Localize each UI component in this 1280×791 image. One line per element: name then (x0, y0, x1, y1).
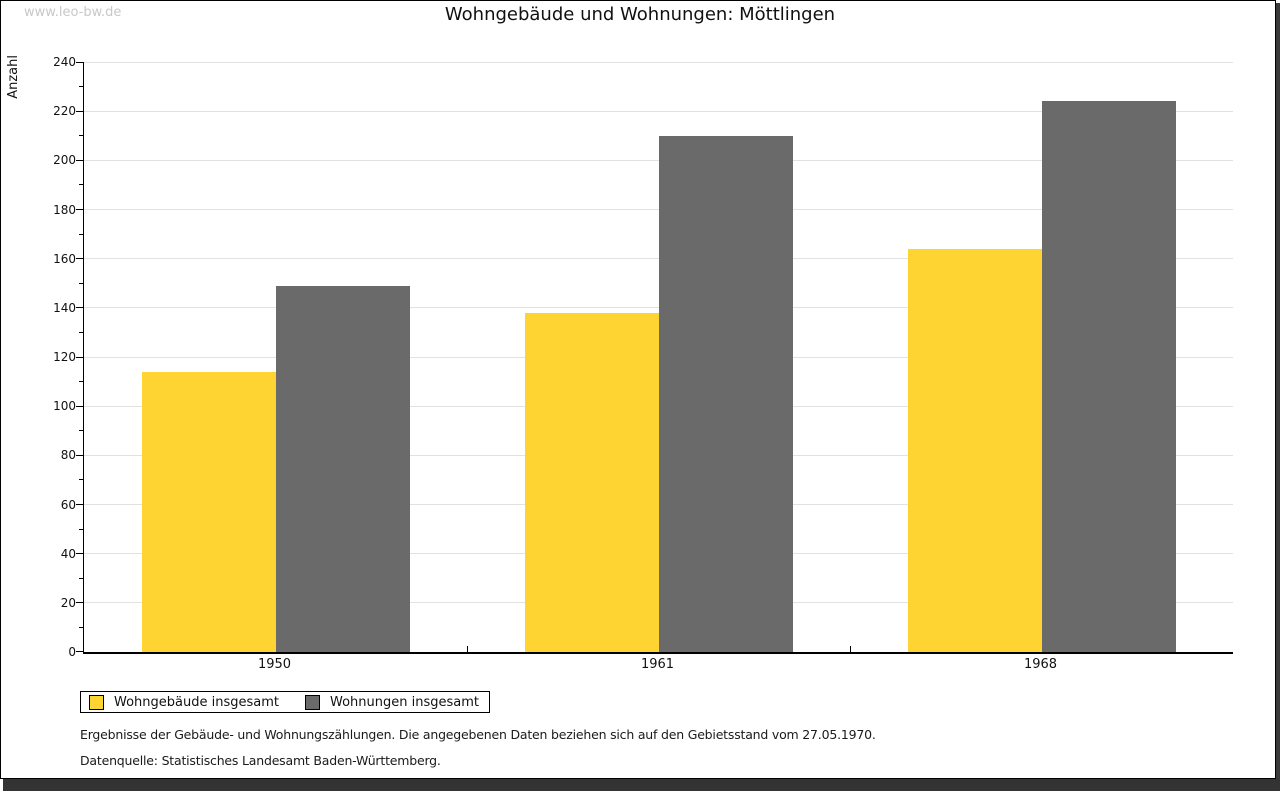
y-tick-20 (76, 602, 83, 604)
y-tick-label-140: 140 (53, 300, 76, 315)
legend-label: Wohnungen insgesamt (330, 694, 479, 710)
legend-item-wohngebaeude: Wohngebäude insgesamt (89, 694, 279, 710)
y-tick-180 (76, 209, 83, 210)
x-boundary-tick-1 (467, 646, 468, 652)
footnote-data-source: Datenquelle: Statistisches Landesamt Bad… (80, 753, 441, 768)
y-minor-tick-230 (79, 86, 83, 88)
y-tick-label-80: 80 (60, 448, 76, 463)
plot-area (76, 61, 1233, 654)
y-minor-tick-130 (79, 331, 83, 333)
y-tick-label-220: 220 (53, 104, 76, 119)
legend-swatch-gray (305, 694, 320, 710)
legend-label: Wohngebäude insgesamt (114, 694, 279, 710)
y-tick-label-40: 40 (60, 546, 76, 561)
y-tick-200 (76, 159, 83, 161)
bar-1968-wohngebaeude (907, 248, 1042, 652)
y-tick-0 (76, 651, 83, 652)
x-boundary-tick-2 (850, 646, 851, 652)
bar-1961-wohnungen (658, 135, 793, 652)
watermark: www.leo-bw.de (24, 5, 122, 20)
y-axis-label: Anzahl (6, 55, 21, 99)
bar-1950-wohngebaeude (141, 371, 276, 652)
frame-shadow-bottom (3, 779, 1280, 791)
x-tick-label-1968: 1968 (1023, 657, 1058, 672)
y-tick-label-120: 120 (53, 350, 76, 364)
y-minor-tick-90 (79, 430, 83, 432)
y-tick-label-160: 160 (53, 251, 76, 266)
x-tick-label-1950: 1950 (257, 657, 292, 672)
y-tick-label-100: 100 (53, 399, 76, 414)
bar-1968-wohnungen (1041, 101, 1176, 652)
gridline-240 (84, 61, 1233, 63)
y-tick-label-0: 0 (68, 645, 76, 659)
y-tick-140 (76, 307, 83, 309)
y-minor-tick-170 (79, 233, 83, 235)
footnote-source-note: Ergebnisse der Gebäude- und Wohnungszähl… (80, 727, 876, 742)
y-tick-label-20: 20 (60, 595, 76, 610)
y-tick-60 (76, 504, 83, 505)
legend-swatch-yellow (89, 694, 104, 710)
y-minor-tick-50 (79, 528, 83, 530)
legend: Wohngebäude insgesamt Wohnungen insgesam… (80, 691, 490, 713)
y-tick-100 (76, 405, 83, 407)
y-minor-tick-30 (79, 577, 83, 579)
y-minor-tick-110 (79, 381, 83, 383)
y-tick-220 (76, 110, 83, 112)
bar-1961-wohngebaeude (524, 312, 659, 652)
bar-1950-wohnungen (275, 285, 410, 652)
y-minor-tick-150 (79, 282, 83, 284)
gridline-220 (84, 110, 1233, 112)
y-minor-tick-190 (79, 184, 83, 186)
y-tick-label-60: 60 (60, 497, 76, 512)
y-minor-tick-70 (79, 479, 83, 481)
y-tick-label-180: 180 (53, 202, 76, 217)
y-tick-80 (76, 454, 83, 456)
y-tick-240 (76, 61, 83, 63)
y-tick-label-240: 240 (53, 55, 76, 69)
frame-shadow-right (1276, 3, 1280, 791)
y-tick-120 (76, 356, 83, 358)
chart-title: Wohngebäude und Wohnungen: Möttlingen (444, 4, 836, 25)
y-tick-label-200: 200 (53, 153, 76, 168)
y-minor-tick-210 (79, 135, 83, 137)
legend-item-wohnungen: Wohnungen insgesamt (305, 694, 479, 710)
y-minor-tick-10 (79, 626, 83, 628)
x-tick-label-1961: 1961 (640, 657, 675, 672)
y-tick-160 (76, 258, 83, 260)
y-tick-40 (76, 553, 83, 555)
